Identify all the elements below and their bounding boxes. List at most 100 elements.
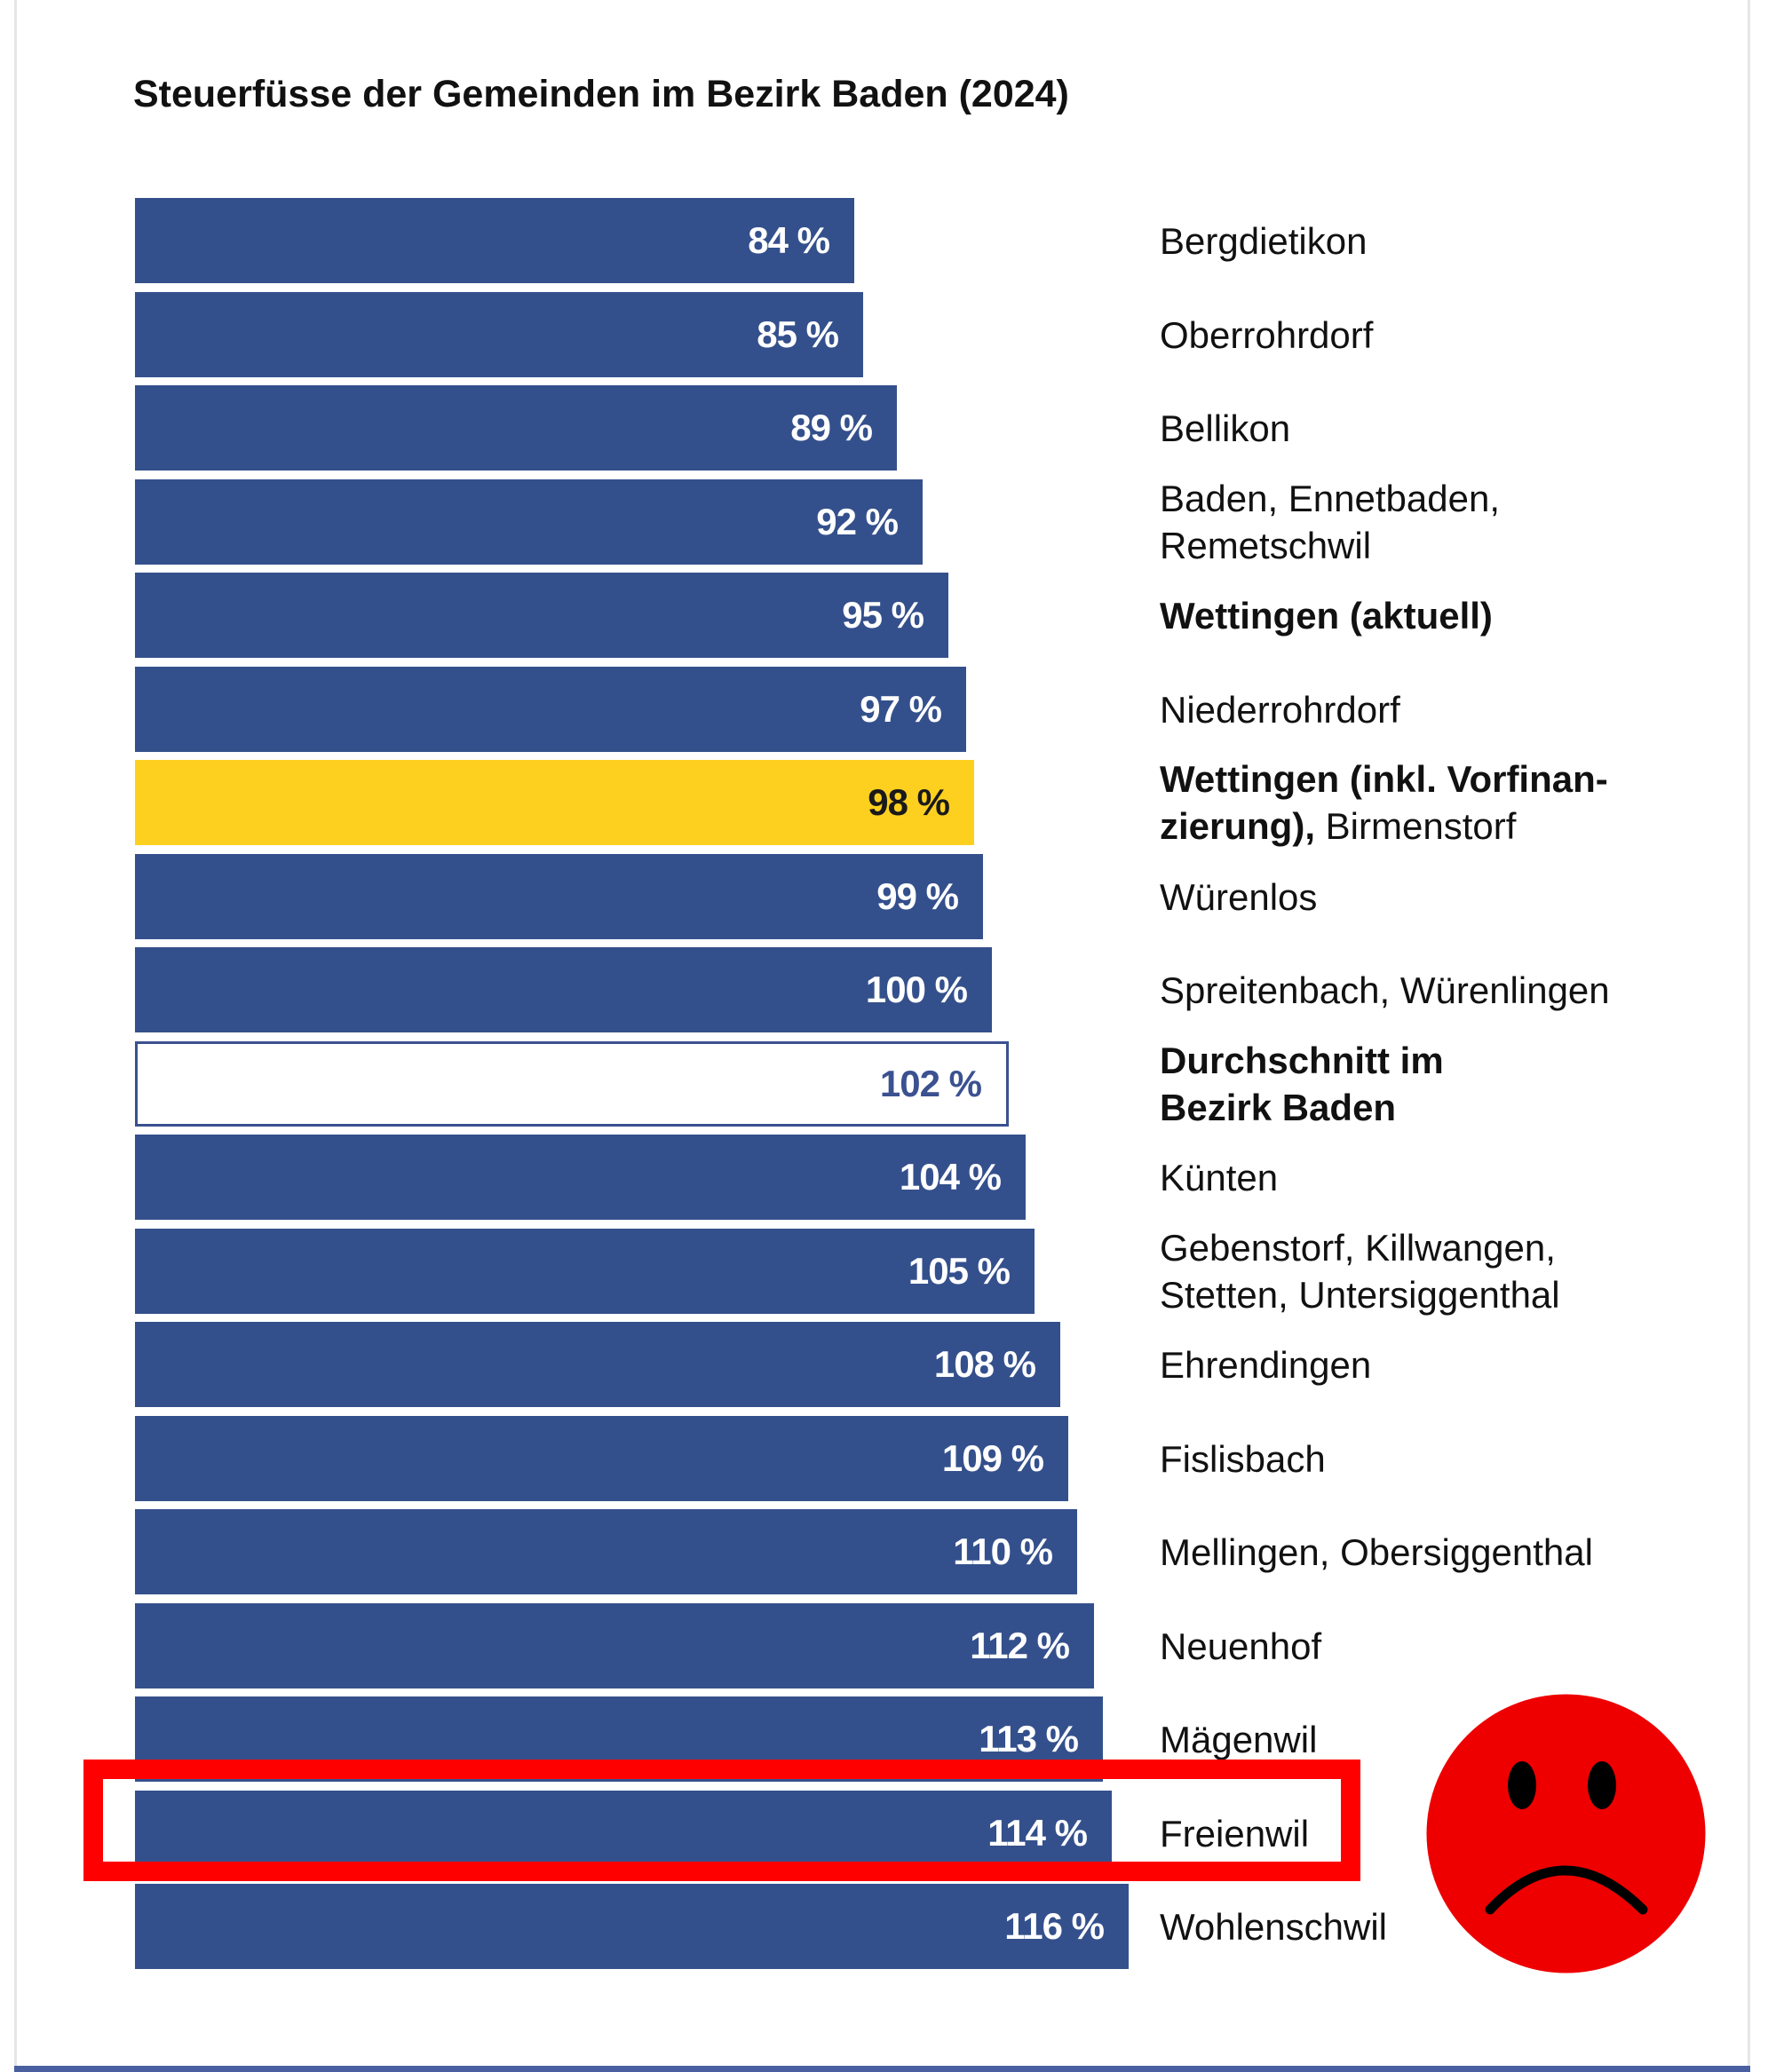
category-label-line: Mägenwil	[1160, 1716, 1317, 1763]
bar-value-label: 109 %	[941, 1437, 1044, 1479]
bar: 105 %	[135, 1229, 1035, 1314]
category-label: Wettingen (aktuell)	[1160, 592, 1493, 639]
category-label-line: Spreitenbach, Würenlingen	[1160, 967, 1610, 1014]
category-label-segment: Remetschwil	[1160, 525, 1372, 566]
category-label-segment: Bellikon	[1160, 407, 1291, 449]
bar-value-label: 110 %	[953, 1530, 1053, 1572]
bar: 92 %	[135, 479, 923, 565]
bar-value-label: 116 %	[1004, 1905, 1105, 1947]
category-label-line: Niederrohrdorf	[1160, 686, 1400, 733]
bar: 99 %	[135, 854, 983, 939]
bar: 95 %	[135, 573, 948, 658]
category-label-segment: Neuenhof	[1160, 1625, 1322, 1667]
category-label-segment: Baden, Ennetbaden,	[1160, 478, 1501, 519]
highlight-annotation-box	[83, 1760, 1360, 1881]
category-label-line: Bergdietikon	[1160, 217, 1367, 265]
bar: 97 %	[135, 667, 966, 752]
category-label: Spreitenbach, Würenlingen	[1160, 967, 1610, 1014]
category-label: Durchschnitt im Bezirk Baden	[1160, 1037, 1444, 1131]
category-label: Bellikon	[1160, 405, 1290, 452]
sad-face-icon	[1426, 1694, 1706, 1973]
bar: 108 %	[135, 1322, 1060, 1407]
category-label: Freienwil	[1160, 1810, 1309, 1857]
category-label: Mellingen, Obersiggenthal	[1160, 1529, 1593, 1576]
category-label-segment: Durchschnitt im	[1160, 1040, 1444, 1081]
bar-value-label: 92 %	[816, 501, 899, 542]
category-label-segment: Bergdietikon	[1160, 220, 1368, 262]
category-label-segment: Fislisbach	[1160, 1438, 1326, 1480]
category-label-segment: Gebenstorf, Killwangen,	[1160, 1227, 1556, 1269]
category-label: Mägenwil	[1160, 1716, 1317, 1763]
category-label-segment: Birmenstorf	[1315, 805, 1517, 847]
category-label: Wohlenschwil	[1160, 1903, 1387, 1950]
category-label-segment: Freienwil	[1160, 1813, 1310, 1855]
bar-value-label: 112 %	[970, 1625, 1070, 1666]
category-label-line: Würenlos	[1160, 874, 1317, 921]
category-label-segment: Mellingen, Obersiggenthal	[1160, 1531, 1593, 1573]
category-label-line: Wohlenschwil	[1160, 1903, 1387, 1950]
category-label-line: Durchschnitt im	[1160, 1037, 1444, 1084]
bar-value-label: 108 %	[933, 1343, 1036, 1385]
category-label-segment: Wettingen (inkl. Vorfinan-	[1160, 758, 1608, 800]
bar: 112 %	[135, 1603, 1094, 1688]
bar: 109 %	[135, 1416, 1068, 1501]
category-label-segment: Würenlos	[1160, 876, 1318, 918]
bar-value-label: 85 %	[757, 313, 839, 355]
category-label-line: Neuenhof	[1160, 1623, 1321, 1670]
category-label-line: Wettingen (inkl. Vorfinan-	[1160, 755, 1608, 803]
bar-value-label: 84 %	[748, 219, 830, 261]
category-label-segment: Wettingen (aktuell)	[1160, 595, 1493, 637]
bar: 104 %	[135, 1135, 1026, 1220]
category-label: Oberrohrdorf	[1160, 312, 1373, 359]
category-label: Bergdietikon	[1160, 217, 1367, 265]
bar-value-label: 102 %	[879, 1063, 982, 1104]
bar-value-label: 104 %	[899, 1156, 1002, 1198]
category-label-line: Künten	[1160, 1154, 1278, 1201]
category-label-segment: Bezirk Baden	[1160, 1087, 1397, 1128]
category-label: Baden, Ennetbaden, Remetschwil	[1160, 475, 1500, 569]
category-label-segment: Niederrohrdorf	[1160, 689, 1400, 731]
frame-right-border	[1748, 0, 1750, 2072]
bar-value-label: 95 %	[842, 594, 924, 636]
bar: 110 %	[135, 1509, 1077, 1594]
category-label-line: Bellikon	[1160, 405, 1290, 452]
category-label: Wettingen (inkl. Vorfinan-zierung), Birm…	[1160, 755, 1608, 850]
category-label: Neuenhof	[1160, 1623, 1321, 1670]
category-label-segment: Ehrendingen	[1160, 1344, 1372, 1386]
bar: 102 %	[135, 1041, 1009, 1127]
category-label: Niederrohrdorf	[1160, 686, 1400, 733]
category-label-line: Ehrendingen	[1160, 1341, 1371, 1388]
bar: 98 %	[135, 760, 974, 845]
category-label-segment: Spreitenbach, Würenlingen	[1160, 969, 1610, 1011]
frame-bottom-border	[14, 2066, 1750, 2072]
category-label: Künten	[1160, 1154, 1278, 1201]
category-label: Fislisbach	[1160, 1435, 1326, 1483]
category-label-segment: Wohlenschwil	[1160, 1906, 1387, 1948]
category-label: Würenlos	[1160, 874, 1317, 921]
category-label-line: Baden, Ennetbaden,	[1160, 475, 1500, 522]
bar-value-label: 98 %	[868, 781, 950, 823]
bar-value-label: 100 %	[865, 969, 968, 1010]
bar: 84 %	[135, 198, 854, 283]
category-label-line: Fislisbach	[1160, 1435, 1326, 1483]
chart-title: Steuerfüsse der Gemeinden im Bezirk Bade…	[133, 73, 1069, 115]
category-label-line: zierung), Birmenstorf	[1160, 803, 1608, 850]
category-label: Ehrendingen	[1160, 1341, 1371, 1388]
category-label-segment: Mägenwil	[1160, 1719, 1318, 1760]
category-label-segment: Künten	[1160, 1157, 1279, 1198]
category-label-line: Bezirk Baden	[1160, 1084, 1444, 1131]
bar-value-label: 105 %	[908, 1250, 1011, 1292]
category-label: Gebenstorf, Killwangen, Stetten, Untersig…	[1160, 1224, 1560, 1318]
bar-value-label: 97 %	[860, 688, 942, 730]
category-label-segment: Oberrohrdorf	[1160, 314, 1374, 356]
category-label-segment: Stetten, Untersiggenthal	[1160, 1274, 1560, 1316]
category-label-segment: zierung),	[1160, 805, 1315, 847]
bar-value-label: 113 %	[979, 1718, 1079, 1760]
category-label-line: Wettingen (aktuell)	[1160, 592, 1493, 639]
category-label-line: Mellingen, Obersiggenthal	[1160, 1529, 1593, 1576]
category-label-line: Gebenstorf, Killwangen,	[1160, 1224, 1560, 1271]
bar-value-label: 114 %	[987, 1812, 1088, 1854]
bar: 85 %	[135, 292, 863, 377]
category-label-line: Stetten, Untersiggenthal	[1160, 1271, 1560, 1318]
